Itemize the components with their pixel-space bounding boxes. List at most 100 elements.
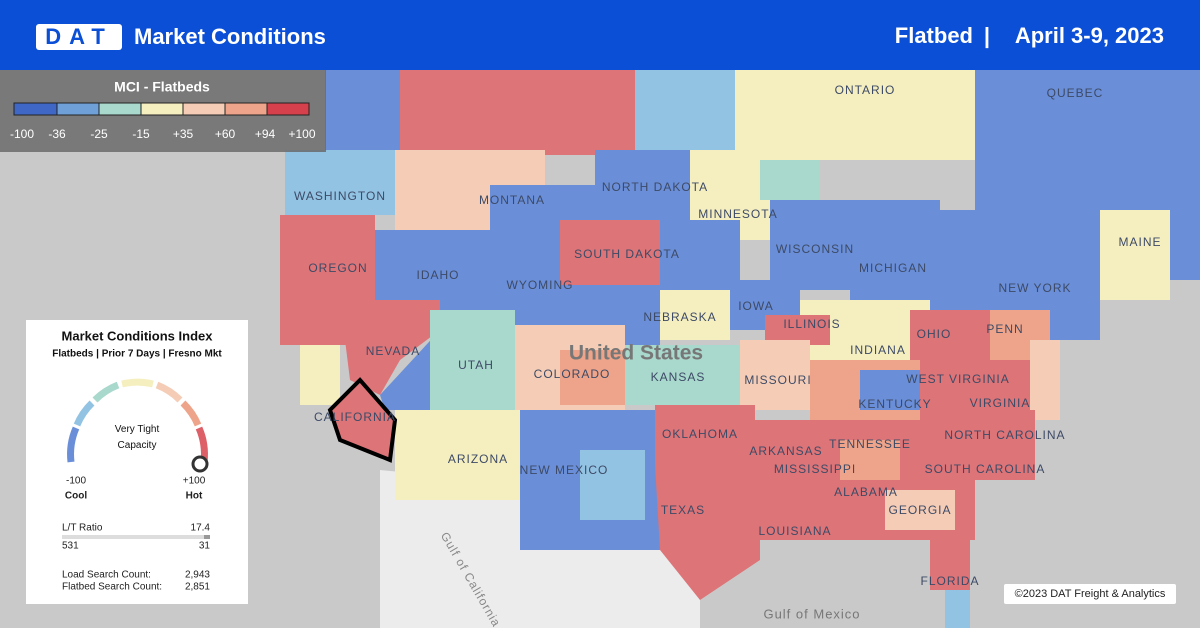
- copyright: ©2023 DAT Freight & Analytics: [1015, 588, 1166, 600]
- map-label: WEST VIRGINIA: [906, 372, 1009, 386]
- map-label: OHIO: [917, 327, 952, 341]
- status-box: Very Tight Capacity: [114, 424, 160, 451]
- map-label: UTAH: [458, 358, 494, 372]
- gauge: [67, 378, 208, 463]
- map-label: MICHIGAN: [859, 261, 927, 275]
- region: [840, 440, 900, 480]
- map-label: NORTH CAROLINA: [944, 428, 1065, 442]
- region: [400, 70, 500, 155]
- map-label: KENTUCKY: [858, 397, 931, 411]
- region: [1030, 340, 1060, 420]
- legend-label: -100: [10, 127, 34, 141]
- region: [560, 220, 660, 285]
- legend-scale: [13, 102, 310, 116]
- region: [430, 310, 515, 410]
- map-label: MISSOURI: [744, 373, 811, 387]
- map-label: United States: [569, 342, 703, 365]
- gauge-min: -100: [66, 476, 86, 487]
- map-label: NEW MEXICO: [520, 463, 609, 477]
- region: [1100, 210, 1170, 300]
- map-label: MINNESOTA: [698, 207, 777, 221]
- legend-label: +94: [255, 127, 276, 141]
- map-label: ARKANSAS: [749, 444, 822, 458]
- region: [660, 220, 740, 290]
- map-label: GEORGIA: [888, 503, 951, 517]
- map-label: IDAHO: [416, 268, 459, 282]
- legend-label: +100: [288, 127, 315, 141]
- region: [285, 150, 395, 215]
- panel-subtitle: Flatbeds | Prior 7 Days | Fresno Mkt: [52, 349, 222, 360]
- region: [1170, 220, 1200, 280]
- gauge-segment: [92, 381, 120, 403]
- separator: |: [984, 23, 990, 48]
- legend-swatch: [224, 102, 268, 116]
- map-label: LOUISIANA: [758, 524, 831, 538]
- map-label: KANSAS: [651, 370, 706, 384]
- map-label: Gulf of Mexico: [763, 606, 860, 621]
- legend-label: +60: [215, 127, 236, 141]
- map-label: NEW YORK: [998, 281, 1071, 295]
- legend-label: +35: [173, 127, 194, 141]
- region: [340, 300, 440, 395]
- region: [940, 210, 1100, 310]
- region: [655, 405, 755, 465]
- region: [300, 345, 340, 405]
- region: [770, 200, 850, 290]
- map-label: MONTANA: [479, 193, 545, 207]
- map-label: NEBRASKA: [643, 310, 716, 324]
- date-range: April 3-9, 2023: [1015, 23, 1164, 48]
- gauge-segment: [180, 400, 202, 427]
- region: [635, 70, 735, 155]
- map-label: ALABAMA: [834, 485, 898, 499]
- region: [975, 70, 1200, 220]
- legend-swatch: [140, 102, 184, 116]
- region: [740, 340, 810, 410]
- gulf: [700, 560, 1000, 628]
- region: [860, 370, 920, 410]
- legend-title: MCI - Flatbeds: [114, 79, 210, 95]
- legend-label: -25: [90, 127, 108, 141]
- trucks: 31: [199, 541, 211, 552]
- map-labels: ONTARIO QUEBEC WASHINGTON MONTANA NORTH …: [294, 83, 1161, 628]
- map-label: COLORADO: [534, 367, 611, 381]
- map-label: MISSISSIPPI: [774, 462, 856, 476]
- map-label: ILLINOIS: [783, 317, 840, 331]
- region: [660, 290, 730, 340]
- map-label: NEVADA: [366, 344, 420, 358]
- gauge-segment: [155, 381, 183, 403]
- map-label: OREGON: [308, 261, 367, 275]
- map-label: NORTH DAKOTA: [602, 180, 708, 194]
- flatbed-search-count: 2,851: [185, 582, 210, 593]
- region: [930, 530, 970, 590]
- map-label: TENNESSEE: [829, 437, 911, 451]
- fresno-market: [327, 377, 398, 463]
- map-label: SOUTH CAROLINA: [925, 462, 1046, 476]
- region: [625, 345, 740, 405]
- copyright-box: [1004, 584, 1176, 604]
- header-title: Market Conditions: [134, 24, 326, 49]
- legend-swatch: [182, 102, 226, 116]
- map-label: OKLAHOMA: [662, 427, 738, 441]
- region: [945, 590, 970, 628]
- map-label: PENN: [986, 322, 1023, 336]
- lt-label: L/T Ratio: [62, 523, 103, 534]
- map-label: WISCONSIN: [776, 242, 854, 256]
- region: [325, 70, 410, 155]
- region: [375, 230, 490, 310]
- index-panel: [26, 320, 248, 604]
- gauge-segment: [121, 378, 154, 388]
- load-search-count: 2,943: [185, 570, 210, 581]
- lt-ratio: 17.4: [191, 523, 211, 534]
- region: [1050, 300, 1100, 340]
- status: Very Tight Capacity: [114, 424, 160, 451]
- legend-swatch: [98, 102, 142, 116]
- flatbed-search-label: Flatbed Search Count:: [62, 582, 162, 593]
- gauge-segment: [73, 400, 95, 427]
- header: [0, 0, 1200, 70]
- gauge-min-label: Cool: [65, 491, 87, 502]
- region: [595, 150, 690, 220]
- map-label: SOUTH DAKOTA: [574, 247, 680, 261]
